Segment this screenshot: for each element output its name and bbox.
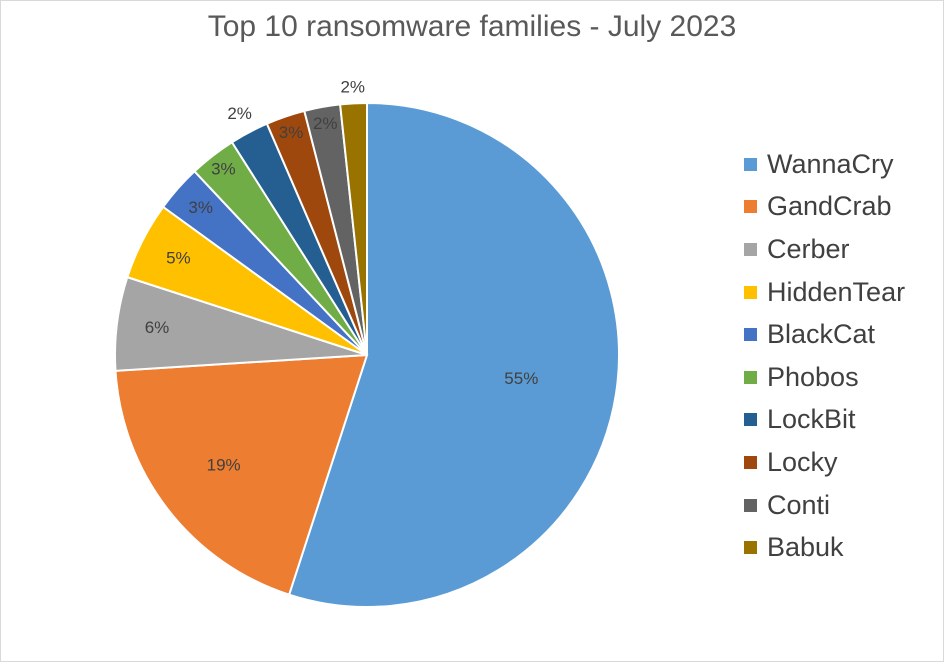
data-label-lockbit: 2%	[227, 104, 252, 123]
legend-label: Locky	[767, 446, 838, 477]
pie-slices	[114, 101, 621, 608]
legend-label: LockBit	[767, 404, 856, 435]
legend: WannaCry GandCrab Cerber HiddenTear BlackCat…	[744, 143, 905, 569]
legend-label: WannaCry	[767, 148, 894, 179]
legend-item-phobos: Phobos	[744, 356, 905, 399]
legend-swatch	[744, 413, 757, 427]
legend-label: Phobos	[767, 361, 859, 392]
legend-item-blackcat: BlackCat	[744, 313, 905, 356]
legend-label: Babuk	[767, 532, 844, 563]
legend-label: BlackCat	[767, 319, 876, 350]
pie-slice-wannacry	[287, 101, 621, 608]
data-label-locky: 3%	[279, 123, 304, 142]
legend-swatch	[744, 455, 757, 469]
legend-swatch	[744, 200, 757, 214]
legend-label: HiddenTear	[767, 276, 906, 307]
legend-swatch	[744, 498, 757, 512]
data-label-babuk: 2%	[340, 78, 365, 97]
data-label-gandcrab: 19%	[207, 456, 241, 475]
data-label-hiddentear: 5%	[166, 248, 191, 267]
legend-item-wannacry: WannaCry	[744, 143, 905, 186]
legend-swatch	[744, 541, 757, 555]
chart-title: Top 10 ransomware families - July 2023	[207, 10, 737, 43]
legend-swatch	[744, 242, 757, 256]
legend-label: Conti	[767, 489, 831, 520]
legend-item-hiddentear: HiddenTear	[744, 271, 905, 314]
pie-slice-gandcrab	[114, 353, 369, 596]
legend-item-babuk: Babuk	[744, 526, 905, 569]
legend-item-lockbit: LockBit	[744, 399, 905, 442]
legend-swatch	[744, 157, 757, 171]
legend-swatch	[744, 285, 757, 299]
legend-item-conti: Conti	[744, 484, 905, 527]
pie-slice-babuk	[339, 101, 368, 356]
legend-item-gandcrab: GandCrab	[744, 186, 905, 229]
legend-item-cerber: Cerber	[744, 228, 905, 271]
legend-label: Cerber	[767, 233, 850, 264]
legend-item-locky: Locky	[744, 441, 905, 484]
legend-swatch	[744, 328, 757, 342]
data-label-wannacry: 55%	[504, 369, 538, 388]
data-label-blackcat: 3%	[188, 198, 213, 217]
legend-swatch	[744, 370, 757, 384]
legend-label: GandCrab	[767, 191, 892, 222]
data-label-phobos: 3%	[211, 159, 236, 178]
data-label-conti: 2%	[313, 114, 338, 133]
pie-labels: 55%19%6%5%3%3%2%3% 2%2%	[145, 78, 539, 475]
data-label-cerber: 6%	[145, 318, 170, 337]
